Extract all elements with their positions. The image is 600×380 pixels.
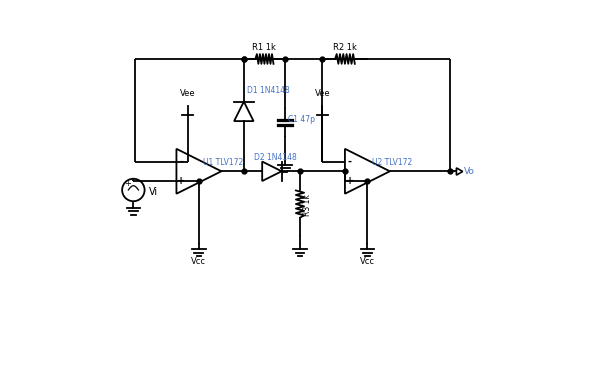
Text: -: -: [179, 157, 184, 167]
Text: Vee: Vee: [314, 89, 330, 98]
Text: +: +: [346, 176, 354, 186]
Text: +: +: [177, 176, 185, 186]
Text: +: +: [124, 179, 131, 188]
Text: Vi: Vi: [149, 187, 158, 197]
Text: D1 1N4148: D1 1N4148: [247, 86, 290, 95]
Text: Vcc: Vcc: [360, 256, 375, 266]
Text: C1 47p: C1 47p: [288, 115, 315, 124]
Text: D2 1N4148: D2 1N4148: [254, 153, 297, 162]
Text: -: -: [348, 157, 352, 167]
Text: R1 1k: R1 1k: [253, 43, 277, 52]
Text: R3 1k: R3 1k: [303, 194, 312, 216]
Text: U2 TLV172: U2 TLV172: [372, 158, 412, 167]
Text: Vo: Vo: [464, 167, 475, 176]
Text: Vcc: Vcc: [191, 256, 206, 266]
Text: Vee: Vee: [180, 89, 196, 98]
Text: U1 TLV172: U1 TLV172: [203, 158, 244, 167]
Text: R2 1k: R2 1k: [333, 43, 357, 52]
